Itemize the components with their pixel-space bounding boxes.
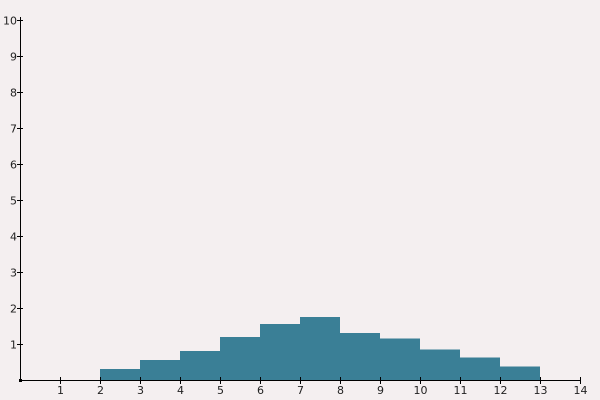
x-tick-label-3: 3 (137, 384, 144, 397)
x-tick-label-13: 13 (534, 384, 548, 397)
histogram-bar-6 (300, 317, 340, 380)
histogram-bar-4 (220, 336, 260, 380)
x-tick-label-9: 9 (377, 384, 384, 397)
histogram-bar-5 (260, 324, 300, 380)
x-tick-label-2: 2 (97, 384, 104, 397)
y-tick-label-5: 5 (10, 195, 17, 208)
x-tick-label-12: 12 (494, 384, 508, 397)
histogram-bar-1 (100, 369, 140, 380)
x-tick-label-14: 14 (574, 384, 588, 397)
histogram-bar-3 (180, 351, 220, 380)
y-tick-label-4: 4 (10, 231, 17, 244)
y-tick-label-9: 9 (10, 51, 17, 64)
x-tick-label-7: 7 (297, 384, 304, 397)
histogram-bar-2 (140, 360, 180, 380)
x-tick-label-4: 4 (177, 384, 184, 397)
x-tick-label-6: 6 (257, 384, 264, 397)
histogram-bar-11 (500, 366, 540, 380)
y-tick-label-7: 7 (10, 123, 17, 136)
y-tick-label-1: 1 (10, 339, 17, 352)
y-tick-label-8: 8 (10, 87, 17, 100)
x-tick-label-5: 5 (217, 384, 224, 397)
x-tick-label-10: 10 (414, 384, 428, 397)
histogram-bar-7 (340, 333, 380, 380)
y-tick-label-3: 3 (10, 267, 17, 280)
histogram-bar-10 (460, 357, 500, 380)
x-tick-label-8: 8 (337, 384, 344, 397)
histogram-bar-9 (420, 349, 460, 380)
x-tick-label-1: 1 (57, 384, 64, 397)
histogram-bar-8 (380, 338, 420, 380)
y-tick-label-10: 10 (3, 15, 17, 28)
bars-layer (100, 317, 540, 380)
y-tick-label-6: 6 (10, 159, 17, 172)
x-tick-label-11: 11 (454, 384, 468, 397)
y-tick-label-2: 2 (10, 303, 17, 316)
origin-marker (19, 379, 22, 382)
